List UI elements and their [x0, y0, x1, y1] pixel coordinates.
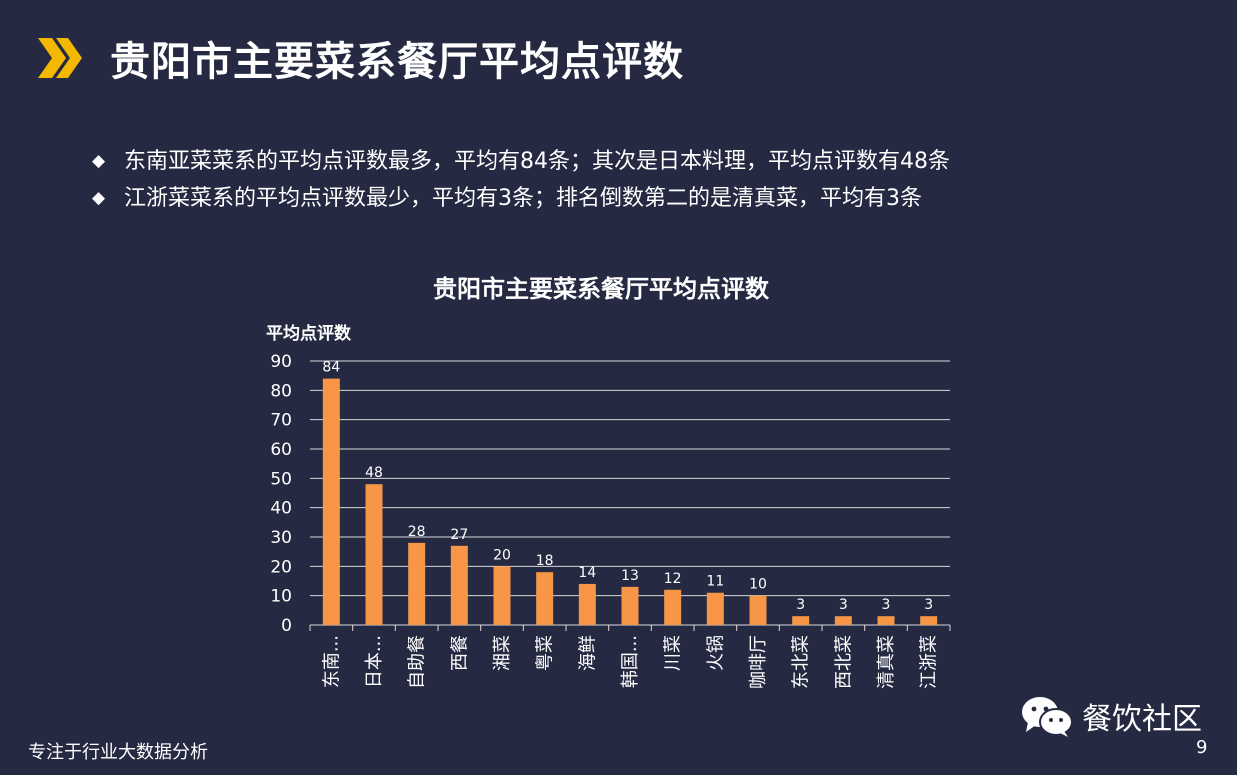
diamond-bullet-icon: ◆: [92, 151, 106, 171]
x-tick-label: 粤菜: [535, 635, 556, 671]
x-tick-label: 火锅: [705, 635, 726, 671]
y-axis-label: 平均点评数: [266, 323, 352, 344]
page-title: 贵阳市主要菜系餐厅平均点评数: [110, 39, 684, 85]
y-tick-label: 10: [270, 587, 292, 607]
data-label: 3: [882, 597, 891, 613]
data-label: 13: [621, 568, 639, 584]
bar: [621, 586, 639, 625]
bar: [664, 589, 682, 625]
bar: [578, 583, 596, 625]
brand: 餐饮社区: [1020, 694, 1202, 738]
summary-bullet-text: 江浙菜菜系的平均点评数最少，平均有3条；排名倒数第二的是清真菜，平均有3条: [124, 186, 922, 211]
data-label: 3: [924, 597, 933, 613]
x-tick-label: 湘菜: [492, 635, 513, 671]
bar: [877, 616, 895, 625]
bar: [493, 566, 511, 625]
x-tick-label: 西北菜: [833, 635, 854, 689]
x-axis-ticks: 东南... 日本... 自助餐 西餐 湘菜 粤菜 海鲜 韩国... 川菜 火锅 咖啡厅 东北菜 西北菜 清…: [309, 625, 951, 689]
page-number: 9: [1196, 737, 1208, 758]
data-label: 28: [408, 524, 426, 540]
data-label: 3: [796, 597, 805, 613]
x-tick-label: 清真菜: [876, 635, 897, 689]
grid-lines: [310, 360, 950, 626]
summary-bullet: ◆ 东南亚菜菜系的平均点评数最多，平均有84条；其次是日本料理，平均点评数有48…: [92, 143, 950, 180]
x-tick-label: 西餐: [449, 635, 470, 671]
x-tick-label: 东南...: [321, 635, 342, 688]
diamond-bullet-icon: ◆: [92, 188, 106, 208]
title-bar: 贵阳市主要菜系餐厅平均点评数: [36, 30, 684, 86]
data-label: 27: [450, 527, 468, 543]
data-label: 20: [493, 547, 511, 563]
bar: [450, 545, 468, 625]
chevron-right-icon: [38, 38, 82, 78]
bar: [706, 592, 724, 625]
data-label: 14: [578, 565, 596, 581]
brand-name: 餐饮社区: [1082, 702, 1202, 737]
y-tick-label: 0: [281, 616, 292, 636]
y-tick-label: 30: [270, 528, 292, 548]
data-labels: 84 48 28 27 20 18 14 13 12 11 10 3 3 3 3: [322, 360, 933, 614]
data-label: 18: [536, 553, 554, 569]
bars: [322, 378, 938, 625]
y-tick-label: 80: [270, 381, 292, 401]
footer-tagline: 专注于行业大数据分析: [28, 742, 208, 763]
x-tick-label: 东北菜: [791, 635, 812, 689]
y-tick-label: 70: [270, 411, 292, 431]
wechat-icon: [1022, 697, 1073, 737]
bar: [536, 572, 554, 625]
data-label: 84: [322, 360, 340, 376]
summary-bullets: ◆ 东南亚菜菜系的平均点评数最多，平均有84条；其次是日本料理，平均点评数有48…: [92, 143, 950, 217]
data-label: 3: [839, 597, 848, 613]
bar: [408, 542, 426, 625]
x-tick-label: 川菜: [663, 635, 684, 671]
x-tick-label: 日本...: [364, 635, 385, 688]
x-tick-label: 海鲜: [577, 635, 598, 671]
data-label: 12: [664, 571, 682, 587]
bar: [749, 595, 767, 625]
bar: [920, 616, 938, 625]
y-tick-label: 20: [270, 557, 292, 577]
x-tick-label: 自助餐: [407, 635, 428, 689]
x-tick-label: 咖啡厅: [748, 635, 769, 689]
y-axis-ticks: 0 10 20 30 40 50 60 70 80 90: [270, 352, 292, 636]
y-tick-label: 50: [270, 469, 292, 489]
summary-bullet-text: 东南亚菜菜系的平均点评数最多，平均有84条；其次是日本料理，平均点评数有48条: [124, 149, 950, 174]
y-tick-label: 40: [270, 499, 292, 519]
x-tick-label: 韩国...: [620, 635, 641, 688]
bar: [792, 616, 810, 625]
summary-bullet: ◆ 江浙菜菜系的平均点评数最少，平均有3条；排名倒数第二的是清真菜，平均有3条: [92, 180, 950, 217]
data-label: 10: [749, 577, 767, 593]
bar: [834, 616, 852, 625]
data-label: 11: [706, 574, 724, 590]
x-tick-label: 江浙菜: [919, 635, 940, 689]
bar: [365, 484, 383, 625]
data-label: 48: [365, 465, 383, 481]
y-tick-label: 90: [270, 352, 292, 372]
chart-title: 贵阳市主要菜系餐厅平均点评数: [433, 275, 770, 303]
bar: [322, 378, 340, 625]
y-tick-label: 60: [270, 440, 292, 460]
